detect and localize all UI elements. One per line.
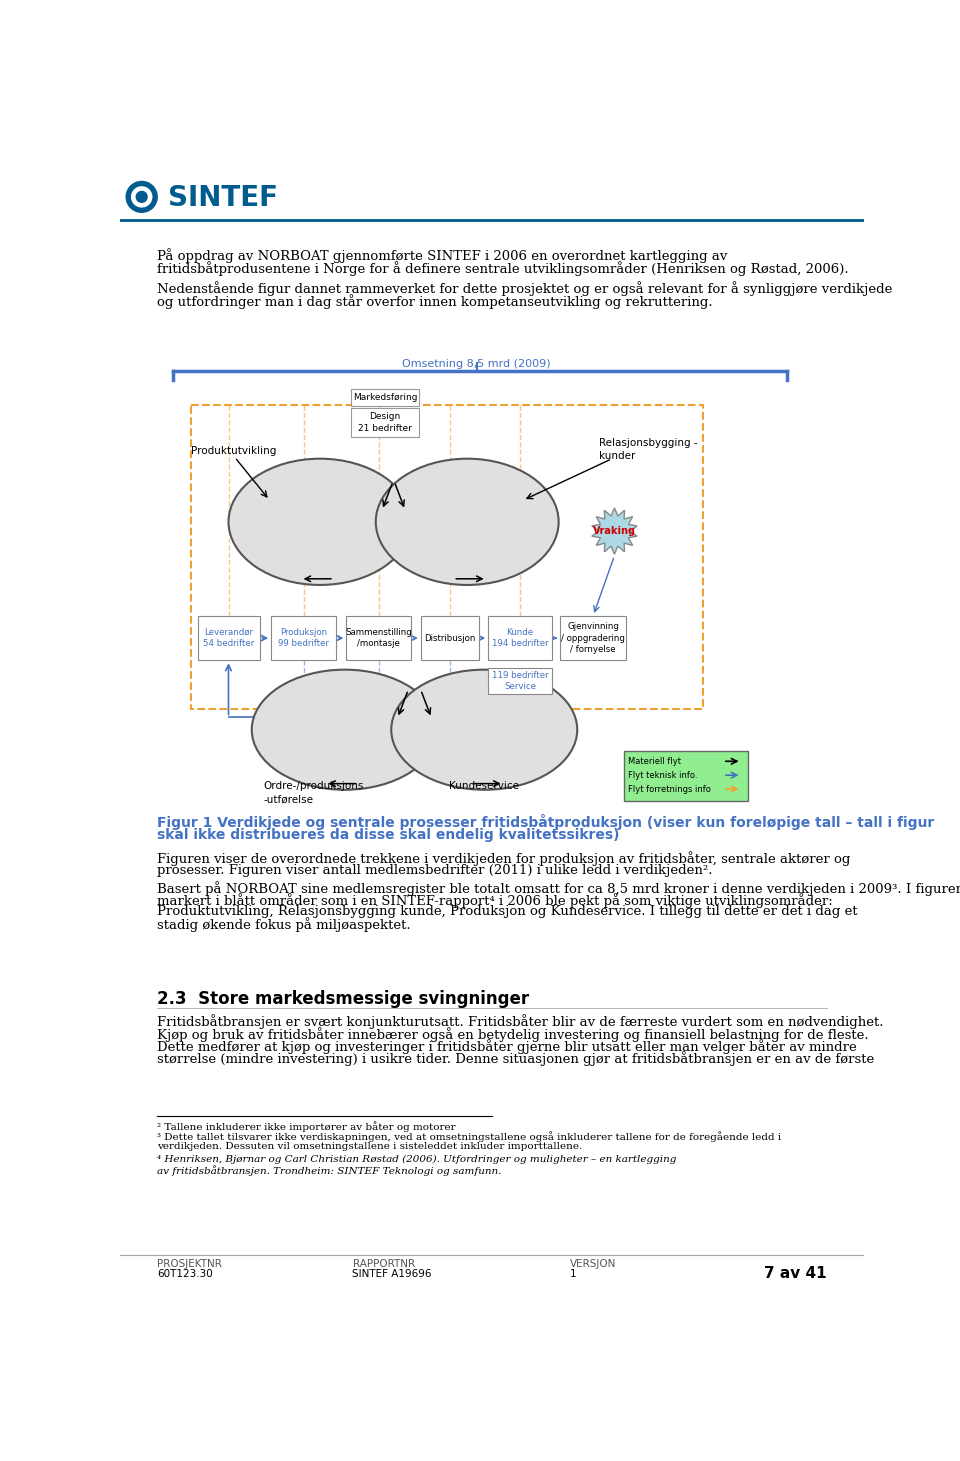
Text: På oppdrag av NORBOAT gjennomførte SINTEF i 2006 en overordnet kartlegging av: På oppdrag av NORBOAT gjennomførte SINTE…	[157, 248, 728, 263]
Text: Relasjonsbygging -
kunder: Relasjonsbygging - kunder	[599, 438, 698, 462]
Bar	[347, 615, 412, 660]
Bar	[191, 405, 703, 709]
Text: VERSJON: VERSJON	[569, 1259, 616, 1270]
Text: fritidsbåtprodusentene i Norge for å definere sentrale utviklingsområder (Henrik: fritidsbåtprodusentene i Norge for å def…	[157, 262, 849, 276]
Text: Omsetning 8,5 mrd (2009): Omsetning 8,5 mrd (2009)	[402, 359, 551, 370]
Text: Figur 1 Verdikjede og sentrale prosesser fritidsbåtproduksjon (viser kun foreløp: Figur 1 Verdikjede og sentrale prosesser…	[157, 814, 934, 830]
Text: ² Tallene inkluderer ikke importører av båter og motorer: ² Tallene inkluderer ikke importører av …	[157, 1121, 456, 1132]
Circle shape	[126, 181, 157, 212]
Text: prosesser. Figuren viser antall medlemsbedrifter (2011) i ulike ledd i verdikjed: prosesser. Figuren viser antall medlemsb…	[157, 863, 712, 877]
Text: Flyt forretnings info: Flyt forretnings info	[629, 785, 711, 793]
Ellipse shape	[228, 459, 412, 584]
Bar	[420, 615, 479, 660]
Text: av fritidsbåtbransjen. Trondheim: SINTEF Teknologi og samfunn.: av fritidsbåtbransjen. Trondheim: SINTEF…	[157, 1166, 501, 1176]
Text: 7 av 41: 7 av 41	[764, 1265, 827, 1281]
Text: Markedsføring: Markedsføring	[353, 393, 418, 402]
Text: 119 bedrifter
Service: 119 bedrifter Service	[492, 671, 548, 691]
Polygon shape	[591, 508, 637, 554]
Text: skal ikke distribueres da disse skal endelig kvalitetssikres): skal ikke distribueres da disse skal end…	[157, 828, 620, 843]
Text: Ordre-/produksjons
-utførelse: Ordre-/produksjons -utførelse	[263, 782, 364, 805]
Text: Sammenstilling
/montasje: Sammenstilling /montasje	[346, 628, 412, 649]
Bar	[488, 668, 552, 694]
Text: Basert på NORBOAT sine medlemsregister ble totalt omsatt for ca 8,5 mrd kroner i: Basert på NORBOAT sine medlemsregister b…	[157, 881, 960, 896]
Text: 1: 1	[569, 1270, 576, 1280]
Text: Gjenvinning
/ oppgradering
/ fornyelse: Gjenvinning / oppgradering / fornyelse	[562, 622, 625, 653]
Text: Kundeservice: Kundeservice	[449, 782, 519, 792]
Text: Vraking: Vraking	[593, 526, 636, 536]
Text: SINTEF A19696: SINTEF A19696	[352, 1270, 432, 1280]
Text: verdikjeden. Dessuten vil omsetningstallene i sisteleddet inkluder importtallene: verdikjeden. Dessuten vil omsetningstall…	[157, 1143, 583, 1151]
Text: Design
21 bedrifter: Design 21 bedrifter	[358, 412, 412, 432]
Circle shape	[136, 191, 147, 202]
Text: Distribusjon: Distribusjon	[424, 634, 475, 643]
Ellipse shape	[375, 459, 559, 584]
Text: Produktutvikling, Relasjonsbygging kunde, Produksjon og Kundeservice. I tillegg : Produktutvikling, Relasjonsbygging kunde…	[157, 906, 858, 919]
Text: Nedenstående figur dannet rammeverket for dette prosjektet og er også relevant f: Nedenstående figur dannet rammeverket fo…	[157, 281, 893, 295]
Text: Materiell flyt: Materiell flyt	[629, 757, 682, 766]
Text: Produksjon
99 bedrifter: Produksjon 99 bedrifter	[278, 628, 329, 649]
Text: Flyt teknisk info.: Flyt teknisk info.	[629, 770, 698, 780]
Text: Fritidsbåtbransjen er svært konjunkturutsatt. Fritidsbåter blir av de færreste v: Fritidsbåtbransjen er svært konjunkturut…	[157, 1014, 884, 1030]
Text: stadig økende fokus på miljøaspektet.: stadig økende fokus på miljøaspektet.	[157, 918, 411, 932]
Ellipse shape	[252, 669, 438, 790]
Text: ³ Dette tallet tilsvarer ikke verdiskapningen, ved at omsetningstallene også ink: ³ Dette tallet tilsvarer ikke verdiskapn…	[157, 1132, 781, 1143]
Bar	[561, 615, 626, 660]
Text: størrelse (mindre investering) i usikre tider. Denne situasjonen gjør at fritids: størrelse (mindre investering) i usikre …	[157, 1052, 875, 1067]
Ellipse shape	[392, 669, 577, 790]
Text: markert i blått områder som i en SINTEF-rapport⁴ i 2006 ble pekt på som viktige : markert i blått områder som i en SINTEF-…	[157, 893, 833, 907]
Text: Figuren viser de overordnede trekkene i verdikjeden for produksjon av fritidsbåt: Figuren viser de overordnede trekkene i …	[157, 852, 851, 866]
Circle shape	[132, 187, 152, 207]
Text: og utfordringer man i dag står overfor innen kompetanseutvikling og rekruttering: og utfordringer man i dag står overfor i…	[157, 294, 713, 308]
Text: Produktutvikling: Produktutvikling	[191, 446, 276, 456]
Text: SINTEF: SINTEF	[168, 184, 278, 212]
Text: PROSJEKTNR: PROSJEKTNR	[157, 1259, 222, 1270]
Text: Kjøp og bruk av fritidsbåter innebærer også en betydelig investering og finansie: Kjøp og bruk av fritidsbåter innebærer o…	[157, 1027, 869, 1042]
Text: RAPPORTNR: RAPPORTNR	[352, 1259, 415, 1270]
Text: Leverandør
54 bedrifter: Leverandør 54 bedrifter	[203, 628, 254, 649]
Text: Kunde
194 bedrifter: Kunde 194 bedrifter	[492, 628, 548, 649]
Text: 2.3  Store markedsmessige svingninger: 2.3 Store markedsmessige svingninger	[157, 991, 529, 1008]
Bar	[198, 615, 259, 660]
Bar	[351, 390, 420, 406]
Bar	[271, 615, 336, 660]
Bar	[624, 751, 748, 801]
Bar	[488, 615, 552, 660]
Text: Dette medfører at kjøp og investeringer i fritidsbåter gjerne blir utsatt eller : Dette medfører at kjøp og investeringer …	[157, 1039, 857, 1055]
Text: 60T123.30: 60T123.30	[157, 1270, 213, 1280]
Text: ⁴ Henriksen, Bjørnar og Carl Christian Røstad (2006). Utfordringer og muligheter: ⁴ Henriksen, Bjørnar og Carl Christian R…	[157, 1154, 677, 1164]
Bar	[351, 408, 420, 437]
